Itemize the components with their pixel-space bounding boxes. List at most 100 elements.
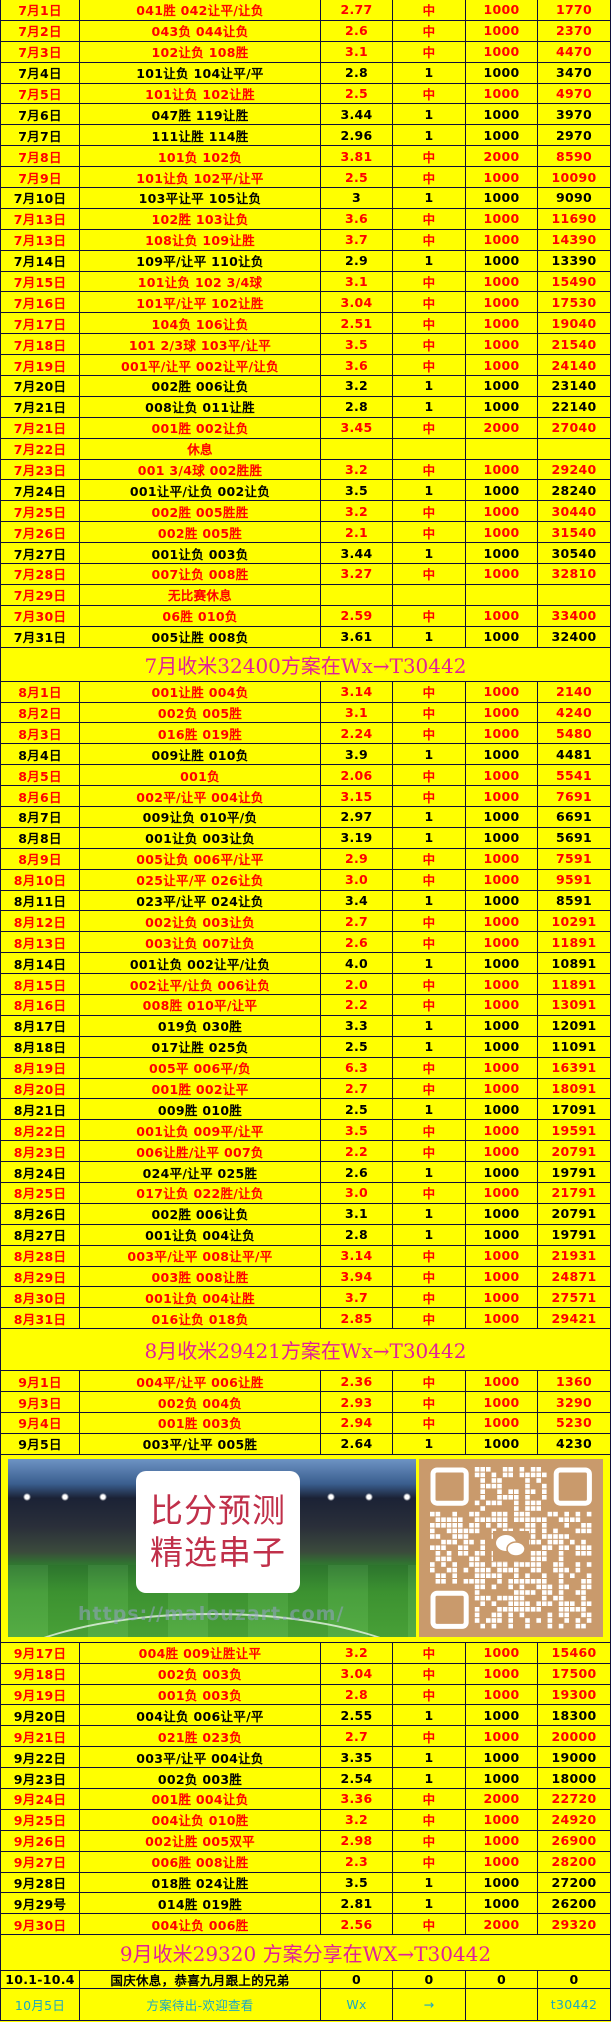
stake-cell: 1000 <box>466 869 538 890</box>
odds-cell: 6.3 <box>321 1057 393 1078</box>
odds-cell: 2.6 <box>321 1162 393 1182</box>
qr-module <box>446 1556 452 1561</box>
odds-cell: 2.5 <box>321 1099 393 1120</box>
result-cell: 中 <box>393 1413 466 1433</box>
date-cell: 8月28日 <box>1 1245 80 1266</box>
balance-cell: 20791 <box>538 1203 611 1224</box>
qr-module <box>586 1528 592 1533</box>
stake-cell: 1000 <box>466 292 538 313</box>
qr-module <box>525 1517 530 1522</box>
qr-module <box>525 1505 530 1511</box>
balance-cell: 17500 <box>538 1663 611 1684</box>
table-row: 8月4日 009让胜 010负 3.9 1 1000 4481 <box>1 744 611 766</box>
qr-module <box>542 1494 547 1500</box>
qr-module <box>430 1545 435 1550</box>
qr-module <box>530 1528 536 1533</box>
qr-pattern <box>430 1466 592 1629</box>
stake-cell: 2000 <box>466 1789 538 1809</box>
qr-module <box>452 1561 457 1567</box>
picks-cell: 016胜 019胜 <box>80 723 321 744</box>
qr-module <box>514 1494 519 1500</box>
table-row: 10月5日 方案待出-欢迎查看 Wx → t30442 <box>1 1989 611 2022</box>
qr-module <box>547 1533 553 1539</box>
stake-cell: 1000 <box>466 848 538 869</box>
qr-code[interactable] <box>419 1458 603 1637</box>
qr-module <box>497 1606 502 1612</box>
stake-cell: 1000 <box>466 605 538 626</box>
balance-cell: 27200 <box>538 1872 611 1893</box>
date-cell: 8月16日 <box>1 994 80 1015</box>
date-cell: 7月10日 <box>1 188 80 208</box>
result-cell: 中 <box>393 1245 466 1266</box>
qr-module <box>581 1612 586 1617</box>
qr-module <box>480 1517 485 1522</box>
balance-cell: 1360 <box>538 1371 611 1392</box>
picks-cell: 005平 006平/负 <box>80 1057 321 1078</box>
qr-module <box>502 1606 508 1612</box>
stake-cell: 1000 <box>466 890 538 911</box>
odds-cell: 3.2 <box>321 1642 393 1663</box>
balance-cell: 15490 <box>538 271 611 292</box>
qr-module <box>525 1561 530 1567</box>
qr-module <box>553 1567 558 1573</box>
date-cell: 9月20日 <box>1 1705 80 1726</box>
promo-banner[interactable]: 比分预测 精选串子 https://malouzart.com/ <box>1 1454 611 1643</box>
qr-module <box>519 1561 525 1567</box>
qr-module <box>497 1612 502 1617</box>
stake-cell <box>466 1989 538 2021</box>
date-cell: 9月3日 <box>1 1392 80 1412</box>
picks-cell: 047胜 119让胜 <box>80 104 321 125</box>
date-cell: 7月25日 <box>1 501 80 522</box>
odds-cell: 3.0 <box>321 1182 393 1203</box>
qr-module <box>435 1550 441 1556</box>
qr-module <box>558 1556 564 1561</box>
qr-module <box>581 1595 586 1601</box>
date-cell: 7月19日 <box>1 355 80 376</box>
balance-cell: 32810 <box>538 564 611 584</box>
qr-module <box>542 1556 547 1561</box>
odds-cell: 3.04 <box>321 1663 393 1684</box>
odds-cell <box>321 438 393 459</box>
picks-cell: 004让负 010胜 <box>80 1809 321 1830</box>
table-row: 7月15日 101让负 102 3/4球 3.1 中 1000 15490 <box>1 271 611 293</box>
result-cell: 1 <box>393 744 466 765</box>
stake-cell: 1000 <box>466 932 538 953</box>
qr-module <box>508 1494 513 1500</box>
qr-module <box>469 1528 474 1533</box>
stake-cell: 1000 <box>466 1663 538 1684</box>
result-cell: 中 <box>393 1057 466 1078</box>
stake-cell: 1000 <box>466 1078 538 1099</box>
stake-cell: 1000 <box>466 501 538 522</box>
balance-cell: 19591 <box>538 1120 611 1141</box>
picks-cell: 108让负 109让胜 <box>80 229 321 250</box>
qr-module <box>480 1545 485 1550</box>
qr-module <box>558 1578 564 1584</box>
table-row: 8月20日 001胜 002让平 2.7 中 1000 18091 <box>1 1078 611 1100</box>
balance-cell: 31540 <box>538 522 611 543</box>
table-row: 8月8日 001让负 003让负 3.19 1 1000 5691 <box>1 827 611 849</box>
date-cell: 8月17日 <box>1 1015 80 1036</box>
picks-cell: 002负 003负 <box>80 1663 321 1684</box>
date-cell: 8月24日 <box>1 1162 80 1182</box>
result-cell: 中 <box>393 702 466 723</box>
table-row: 8月7日 009让负 010平/负 2.97 1 1000 6691 <box>1 806 611 828</box>
table-row: 8月9日 005让负 006平/让平 2.9 中 1000 7591 <box>1 848 611 870</box>
result-cell: 中 <box>393 20 466 41</box>
qr-module <box>486 1567 491 1573</box>
qr-module <box>586 1545 592 1550</box>
qr-module <box>530 1539 536 1545</box>
qr-module <box>435 1556 441 1561</box>
stadium-image: 比分预测 精选串子 https://malouzart.com/ <box>8 1458 416 1637</box>
qr-module <box>497 1517 502 1522</box>
odds-cell: 3.19 <box>321 827 393 848</box>
qr-module <box>486 1483 491 1489</box>
date-cell: 10.1-10.4 <box>1 1971 80 1989</box>
qr-module <box>570 1601 575 1606</box>
table-row: 7月28日 007让负 008胜 3.27 中 1000 32810 <box>1 564 611 585</box>
stake-cell: 1000 <box>466 522 538 543</box>
picks-cell: 016让负 018负 <box>80 1308 321 1329</box>
qr-module <box>530 1472 536 1477</box>
result-cell: 1 <box>393 543 466 564</box>
date-cell: 8月7日 <box>1 806 80 827</box>
odds-cell: 2.8 <box>321 1684 393 1705</box>
